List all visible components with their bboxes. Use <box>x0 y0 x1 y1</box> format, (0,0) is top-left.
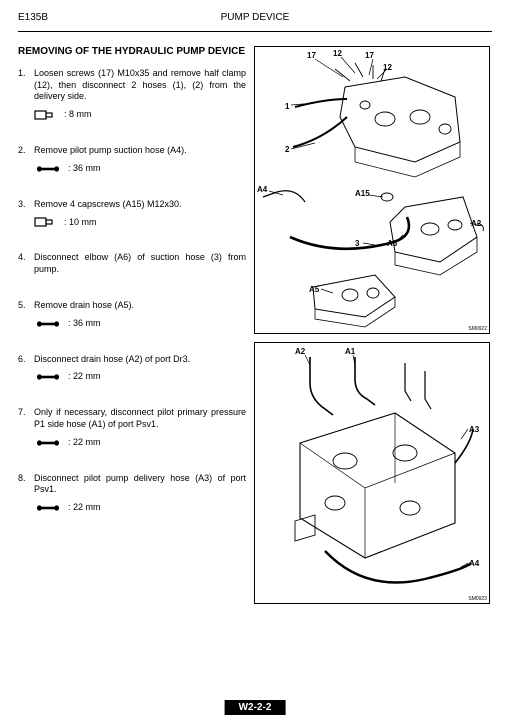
step: 5.Remove drain hose (A5). : 36 mm <box>18 300 246 330</box>
wrench-icon <box>34 502 62 514</box>
figure-label: 12 <box>333 49 342 58</box>
step-number: 6. <box>18 354 34 384</box>
tool-row: : 22 mm <box>34 502 246 514</box>
figure-label: 17 <box>307 51 316 60</box>
step-text: Remove drain hose (A5). <box>34 300 246 312</box>
step-text: Loosen screws (17) M10x35 and remove hal… <box>34 68 246 103</box>
step-body: Remove 4 capscrews (A15) M12x30. : 10 mm <box>34 199 246 229</box>
figure-label: A4 <box>257 185 267 194</box>
figure-label: 17 <box>365 51 374 60</box>
figure-label: A5 <box>309 285 319 294</box>
step: 4.Disconnect elbow (A6) of suction hose … <box>18 252 246 275</box>
step-body: Disconnect pilot pump delivery hose (A3)… <box>34 473 246 514</box>
tool-row: : 8 mm <box>34 109 246 121</box>
tool-row: : 22 mm <box>34 371 246 383</box>
figure-label: 1 <box>285 102 289 111</box>
step-number: 8. <box>18 473 34 514</box>
step-text: Remove 4 capscrews (A15) M12x30. <box>34 199 246 211</box>
step-number: 7. <box>18 407 34 448</box>
step: 8.Disconnect pilot pump delivery hose (A… <box>18 473 246 514</box>
wrench-icon <box>34 318 62 330</box>
figure-id: SM0923 <box>468 596 487 602</box>
step-text: Remove pilot pump suction hose (A4). <box>34 145 246 157</box>
tool-size: : 22 mm <box>68 437 101 449</box>
step: 6.Disconnect drain hose (A2) of port Dr3… <box>18 354 246 384</box>
step-number: 2. <box>18 145 34 175</box>
wrench-icon <box>34 371 62 383</box>
figure-label: A1 <box>345 347 355 356</box>
content: REMOVING OF THE HYDRAULIC PUMP DEVICE 1.… <box>18 46 492 604</box>
tool-size: : 36 mm <box>68 318 101 330</box>
page-footer: W2-2-2 <box>225 700 286 715</box>
figure-label: A2 <box>471 219 481 228</box>
header-model: E135B <box>18 12 48 23</box>
right-column: 1712171212A4A15A23A6A5SM0922 A2A1A3A4SM0… <box>254 46 490 604</box>
tool-size: : 36 mm <box>68 163 101 175</box>
figure-label: 2 <box>285 145 289 154</box>
figure-label: A15 <box>355 189 370 198</box>
step-body: Disconnect drain hose (A2) of port Dr3.:… <box>34 354 246 384</box>
step: 3.Remove 4 capscrews (A15) M12x30. : 10 m… <box>18 199 246 229</box>
wrench-icon <box>34 437 62 449</box>
figure-label: A2 <box>295 347 305 356</box>
step-body: Disconnect elbow (A6) of suction hose (3… <box>34 252 246 275</box>
socket-icon <box>34 216 58 228</box>
header-title: PUMP DEVICE <box>221 12 290 23</box>
figure-id: SM0922 <box>468 326 487 332</box>
step: 7.Only if necessary, disconnect pilot pr… <box>18 407 246 448</box>
tool-size: : 22 mm <box>68 371 101 383</box>
figure-label: 3 <box>355 239 359 248</box>
step: 1.Loosen screws (17) M10x35 and remove h… <box>18 68 246 121</box>
tool-size: : 8 mm <box>64 109 92 121</box>
left-column: REMOVING OF THE HYDRAULIC PUMP DEVICE 1.… <box>18 46 246 604</box>
figure-label: A4 <box>469 559 479 568</box>
step-body: Loosen screws (17) M10x35 and remove hal… <box>34 68 246 121</box>
tool-row: : 36 mm <box>34 318 246 330</box>
figure-label: A3 <box>469 425 479 434</box>
header-rule <box>18 31 492 32</box>
figure-bottom: A2 A1 A3 A4 SM0923 <box>254 342 490 604</box>
figure-label: 12 <box>383 63 392 72</box>
step-body: Remove drain hose (A5). : 36 mm <box>34 300 246 330</box>
step-text: Disconnect elbow (A6) of suction hose (3… <box>34 252 246 275</box>
tool-row: : 10 mm <box>34 216 246 228</box>
step-text: Disconnect pilot pump delivery hose (A3)… <box>34 473 246 496</box>
step: 2.Remove pilot pump suction hose (A4). : … <box>18 145 246 175</box>
tool-size: : 22 mm <box>68 502 101 514</box>
step-text: Only if necessary, disconnect pilot prim… <box>34 407 246 430</box>
step-body: Remove pilot pump suction hose (A4). : 36… <box>34 145 246 175</box>
tool-row: : 22 mm <box>34 437 246 449</box>
figure-illustration <box>255 47 489 335</box>
step-number: 5. <box>18 300 34 330</box>
step-number: 4. <box>18 252 34 275</box>
tool-size: : 10 mm <box>64 217 97 229</box>
figure-label: A6 <box>387 239 397 248</box>
wrench-icon <box>34 163 62 175</box>
figure-top: 1712171212A4A15A23A6A5SM0922 <box>254 46 490 334</box>
step-number: 1. <box>18 68 34 121</box>
step-number: 3. <box>18 199 34 229</box>
figure-illustration <box>255 343 489 605</box>
section-title: REMOVING OF THE HYDRAULIC PUMP DEVICE <box>18 46 246 58</box>
step-text: Disconnect drain hose (A2) of port Dr3. <box>34 354 246 366</box>
step-body: Only if necessary, disconnect pilot prim… <box>34 407 246 448</box>
tool-row: : 36 mm <box>34 163 246 175</box>
socket-icon <box>34 109 58 121</box>
